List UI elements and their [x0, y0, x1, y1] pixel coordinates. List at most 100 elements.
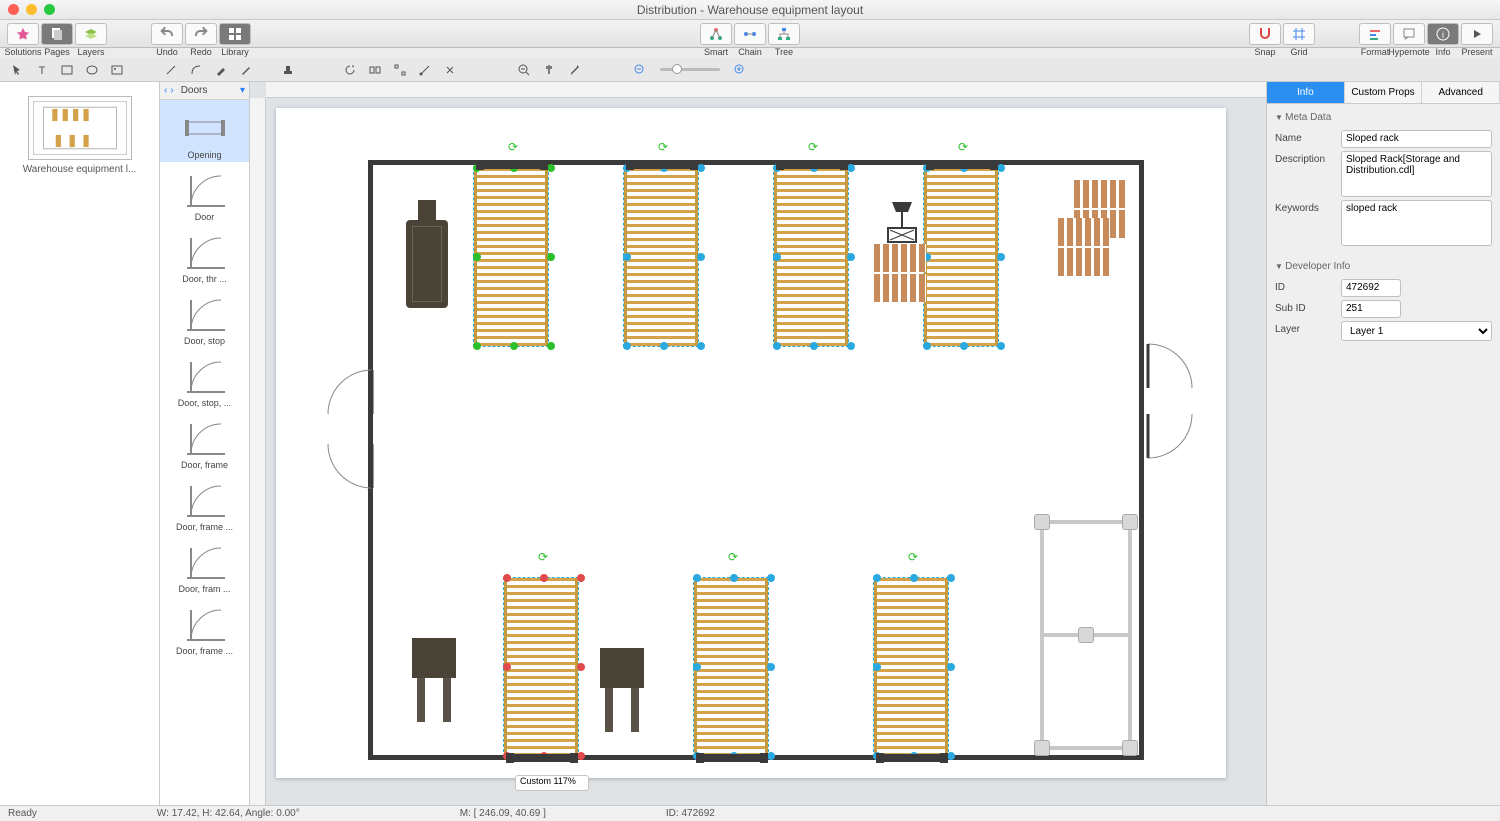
arc-tool[interactable]	[185, 60, 207, 80]
subid-field[interactable]: 251	[1341, 300, 1401, 318]
sloped-rack[interactable]: ⟳	[624, 168, 698, 346]
selection-handle[interactable]	[577, 574, 585, 582]
tab-custom-props[interactable]: Custom Props	[1345, 82, 1423, 103]
library-item[interactable]: Door, thr ...	[160, 224, 249, 286]
format-button[interactable]: Format	[1359, 23, 1391, 45]
lib-menu-icon[interactable]: ▾	[240, 85, 245, 96]
door-swing[interactable]	[320, 362, 380, 422]
sloped-rack[interactable]: ⟳	[874, 578, 948, 756]
hypernote-button[interactable]: Hypernote	[1393, 23, 1425, 45]
roll-door[interactable]	[700, 754, 764, 762]
cut-tool[interactable]	[439, 60, 461, 80]
selection-handle[interactable]	[660, 342, 668, 350]
sloped-rack[interactable]: ⟳	[924, 168, 998, 346]
info-button[interactable]: iInfo	[1427, 23, 1459, 45]
selection-handle[interactable]	[910, 574, 918, 582]
maximize-icon[interactable]	[44, 4, 55, 15]
rotate-handle-icon[interactable]: ⟳	[508, 140, 518, 154]
pan-tool[interactable]	[538, 60, 560, 80]
zoom-in-button[interactable]	[729, 60, 751, 80]
selection-handle[interactable]	[997, 164, 1005, 172]
distribute-tool[interactable]	[389, 60, 411, 80]
rotate-handle-icon[interactable]: ⟳	[538, 550, 548, 564]
solutions-button[interactable]: Solutions	[7, 23, 39, 45]
selection-handle[interactable]	[693, 663, 701, 671]
undo-button[interactable]: Undo	[151, 23, 183, 45]
library-item[interactable]: Door, stop, ...	[160, 348, 249, 410]
chain-button[interactable]: Chain	[734, 23, 766, 45]
selection-handle[interactable]	[947, 663, 955, 671]
selection-handle[interactable]	[773, 342, 781, 350]
rotate-tool[interactable]	[339, 60, 361, 80]
selection-handle[interactable]	[873, 574, 881, 582]
roll-door[interactable]	[510, 754, 574, 762]
rotate-handle-icon[interactable]: ⟳	[728, 550, 738, 564]
roll-door[interactable]	[780, 161, 844, 169]
zoom-select[interactable]: Custom 117%	[515, 775, 589, 791]
selection-handle[interactable]	[473, 253, 481, 261]
selection-handle[interactable]	[767, 574, 775, 582]
selection-handle[interactable]	[767, 663, 775, 671]
selection-handle[interactable]	[577, 663, 585, 671]
selection-handle[interactable]	[960, 342, 968, 350]
align-tool[interactable]	[364, 60, 386, 80]
lib-next-icon[interactable]: ›	[170, 85, 173, 96]
selection-handle[interactable]	[947, 574, 955, 582]
rotate-handle-icon[interactable]: ⟳	[658, 140, 668, 154]
redo-button[interactable]: Redo	[185, 23, 217, 45]
selection-handle[interactable]	[693, 574, 701, 582]
image-tool[interactable]	[106, 60, 128, 80]
pencil-tool[interactable]	[235, 60, 257, 80]
selection-handle[interactable]	[473, 342, 481, 350]
present-button[interactable]: Present	[1461, 23, 1493, 45]
selection-handle[interactable]	[503, 663, 511, 671]
selection-handle[interactable]	[997, 253, 1005, 261]
pallet-stack[interactable]	[874, 244, 926, 302]
connector-tool[interactable]	[414, 60, 436, 80]
selection-handle[interactable]	[547, 164, 555, 172]
pallet-stack[interactable]	[1058, 218, 1110, 276]
selection-handle[interactable]	[810, 342, 818, 350]
door-swing[interactable]	[1140, 406, 1200, 466]
selection-handle[interactable]	[767, 752, 775, 760]
library-item[interactable]: Door	[160, 162, 249, 224]
rect-tool[interactable]	[56, 60, 78, 80]
selection-handle[interactable]	[697, 342, 705, 350]
minimize-icon[interactable]	[26, 4, 37, 15]
selection-handle[interactable]	[773, 253, 781, 261]
grid-button[interactable]: Grid	[1283, 23, 1315, 45]
door-swing[interactable]	[320, 436, 380, 496]
keywords-field[interactable]: sloped rack	[1341, 200, 1492, 246]
canvas[interactable]: ⟳ ⟳ ⟳ ⟳ ⟳ ⟳ ⟳	[266, 98, 1266, 805]
crane-track[interactable]	[1040, 520, 1132, 750]
snap-button[interactable]: Snap	[1249, 23, 1281, 45]
selection-handle[interactable]	[947, 752, 955, 760]
library-button[interactable]: Library	[219, 23, 251, 45]
library-item[interactable]: Door, fram ...	[160, 534, 249, 596]
library-item[interactable]: Door, frame ...	[160, 472, 249, 534]
selection-handle[interactable]	[623, 253, 631, 261]
selection-handle[interactable]	[923, 342, 931, 350]
eyedropper-tool[interactable]	[563, 60, 585, 80]
roll-door[interactable]	[930, 161, 994, 169]
sloped-rack[interactable]: ⟳	[774, 168, 848, 346]
library-item[interactable]: Door, frame ...	[160, 596, 249, 658]
pen-tool[interactable]	[210, 60, 232, 80]
pallet-truck[interactable]	[410, 638, 458, 726]
zoom-out-icon[interactable]	[513, 60, 535, 80]
sloped-rack[interactable]: ⟳	[694, 578, 768, 756]
selection-handle[interactable]	[730, 574, 738, 582]
library-item[interactable]: Door, stop	[160, 286, 249, 348]
zoom-slider[interactable]	[660, 68, 720, 71]
id-field[interactable]: 472692	[1341, 279, 1401, 297]
smart-button[interactable]: Smart	[700, 23, 732, 45]
selection-handle[interactable]	[623, 342, 631, 350]
selection-handle[interactable]	[847, 342, 855, 350]
layers-button[interactable]: Layers	[75, 23, 107, 45]
text-tool[interactable]: T	[31, 60, 53, 80]
selection-handle[interactable]	[847, 164, 855, 172]
selection-handle[interactable]	[997, 342, 1005, 350]
roll-door[interactable]	[480, 161, 544, 169]
lib-prev-icon[interactable]: ‹	[164, 85, 167, 96]
door-swing[interactable]	[1140, 336, 1200, 396]
